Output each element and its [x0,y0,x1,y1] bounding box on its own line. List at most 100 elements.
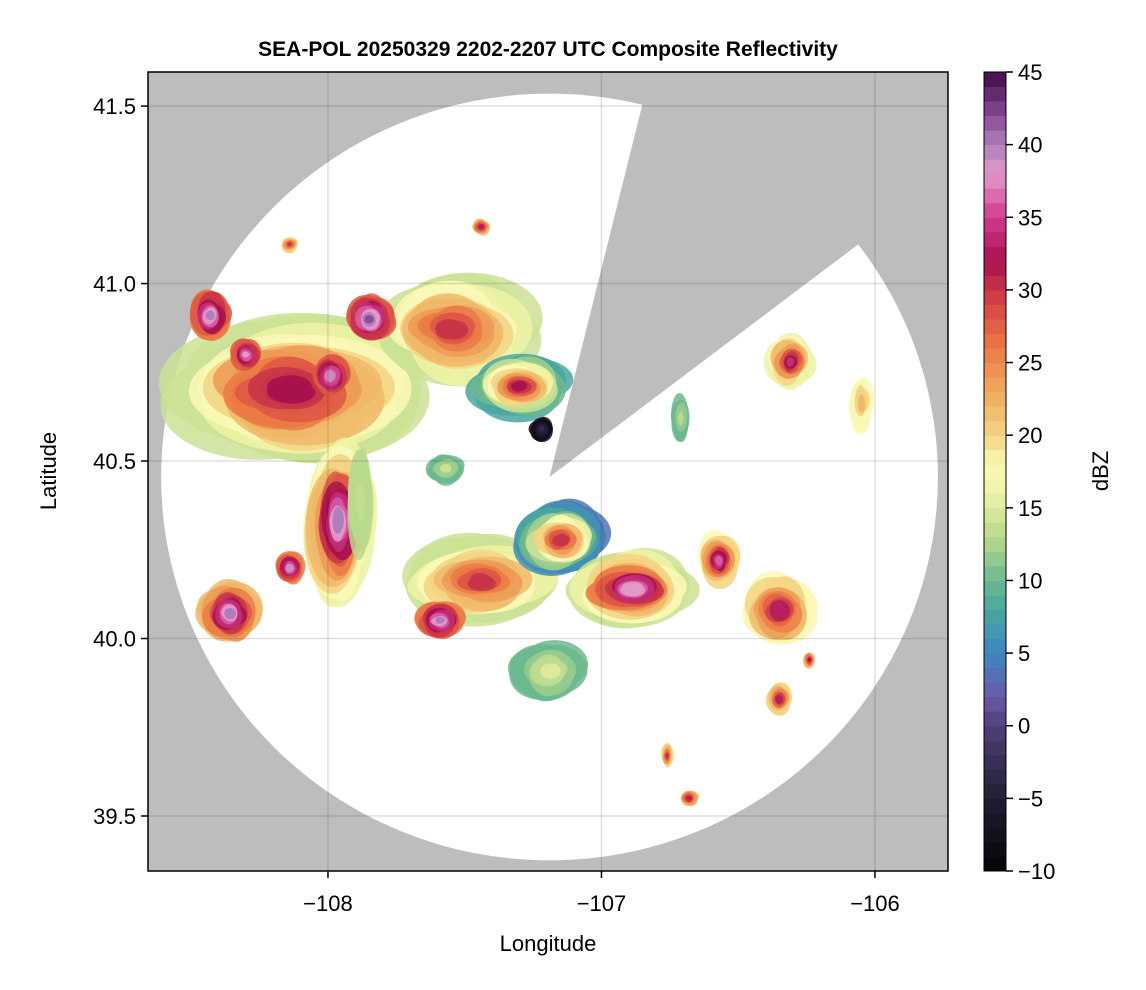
echo-cell [686,796,691,800]
colorbar-bin [984,667,1006,683]
colorbar-bin [984,493,1006,509]
colorbar-bin [984,783,1006,799]
colorbar-bin [984,609,1006,625]
colorbar-bin [984,638,1006,654]
y-tick-label: 41.5 [93,94,136,119]
colorbar-bin [984,72,1006,88]
colorbar-bin [984,377,1006,393]
y-axis: 39.5 40.0 40.5 41.0 41.5 [93,94,148,829]
colorbar [983,71,1007,872]
colorbar-bin [984,130,1006,146]
x-axis: −108 −107 −106 [303,871,900,916]
echo-layer [158,218,875,807]
y-tick-label: 41.0 [93,272,136,297]
grid-lines [148,72,948,871]
colorbar-bin [984,144,1006,160]
colorbar-bin [984,624,1006,640]
colorbar-bin [984,696,1006,712]
colorbar-bin [984,769,1006,785]
colorbar-bin [984,856,1006,872]
colorbar-bin [984,159,1006,175]
echo-cell [332,507,344,532]
colorbar-bin [984,594,1006,611]
colorbar-bin [984,653,1006,669]
echo-cell [786,357,795,366]
colorbar-bin [984,565,1006,581]
colorbar-bin [984,682,1006,698]
colorbar-bin [984,101,1006,117]
colorbar-bin [984,725,1006,741]
colorbar-bin [984,827,1006,843]
colorbar-tick-label: 5 [1018,641,1030,666]
echo-cell [287,564,293,570]
colorbar-tick-label: 20 [1018,423,1042,448]
echo-cell [435,319,464,338]
colorbar-tick-label: 30 [1018,278,1042,303]
colorbar-bin [984,217,1006,233]
x-tick-label: −106 [850,891,900,916]
echo-cell [808,658,812,662]
x-axis-label: Longitude [500,931,597,956]
colorbar-tick-label: 15 [1018,496,1042,521]
echo-cell [543,663,560,675]
colorbar-bin [984,188,1006,204]
echo-cell [716,556,723,567]
echo-cell [328,372,335,380]
colorbar-bin [984,449,1006,465]
colorbar-bin [984,318,1006,334]
echo-cell [441,464,452,473]
echo-cell [287,242,291,246]
colorbar-bin [984,391,1006,407]
echo-cell [511,381,526,392]
echo-cell [622,583,646,597]
colorbar-frame [983,71,1007,872]
colorbar-tick-label: 45 [1018,60,1042,85]
colorbar-bin [984,435,1006,451]
colorbar-bin [984,580,1006,596]
echo-cell [364,315,373,324]
colorbar-bin [984,348,1006,364]
echo-cell [469,572,491,588]
echo-cell [555,533,569,547]
colorbar-bin [984,464,1006,480]
colorbar-bin [984,231,1006,247]
colorbar-tick-label: −5 [1018,786,1043,811]
colorbar-bin [984,711,1006,727]
echo-cell [858,394,866,412]
echo-cell [355,490,364,519]
colorbar-bin [984,275,1006,291]
colorbar-bin [984,841,1006,857]
colorbar-bin [984,522,1006,538]
colorbar-label: dBZ [1088,451,1113,491]
colorbar-bin [984,246,1006,262]
plot-frame [147,71,949,872]
colorbar-bin [984,362,1006,378]
echo-cell [777,697,782,702]
echo-cell [224,608,235,620]
echo-cell [242,351,248,357]
colorbar-bin [984,304,1006,320]
colorbar-bin [984,260,1006,276]
colorbar-bin [984,478,1006,494]
chart-title: SEA-POL 20250329 2202-2207 UTC Composite… [258,38,838,61]
echo-cell [436,616,444,624]
colorbar-bin [984,115,1006,131]
blocked-sector [549,72,948,478]
colorbar-bin [984,507,1006,523]
x-tick-label: −107 [577,891,627,916]
colorbar-bin [984,202,1006,218]
colorbar-tick-label: 0 [1018,714,1030,739]
colorbar-ticks: −10 −5 0 5 10 15 20 25 30 35 40 45 [1006,60,1055,884]
colorbar-bin [984,406,1006,422]
colorbar-bin [984,86,1006,102]
echo-cell [206,310,214,321]
colorbar-tick-label: 25 [1018,351,1042,376]
colorbar-bin [984,420,1006,436]
echo-cell [538,426,545,431]
y-tick-label: 39.5 [93,804,136,829]
colorbar-bin [984,740,1006,756]
colorbar-bin [984,289,1006,305]
colorbar-bin [984,754,1006,770]
echo-cell [266,375,312,400]
